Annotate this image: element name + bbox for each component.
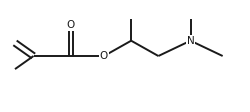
Text: O: O bbox=[66, 20, 75, 30]
Text: N: N bbox=[187, 36, 194, 46]
Text: O: O bbox=[100, 51, 108, 61]
